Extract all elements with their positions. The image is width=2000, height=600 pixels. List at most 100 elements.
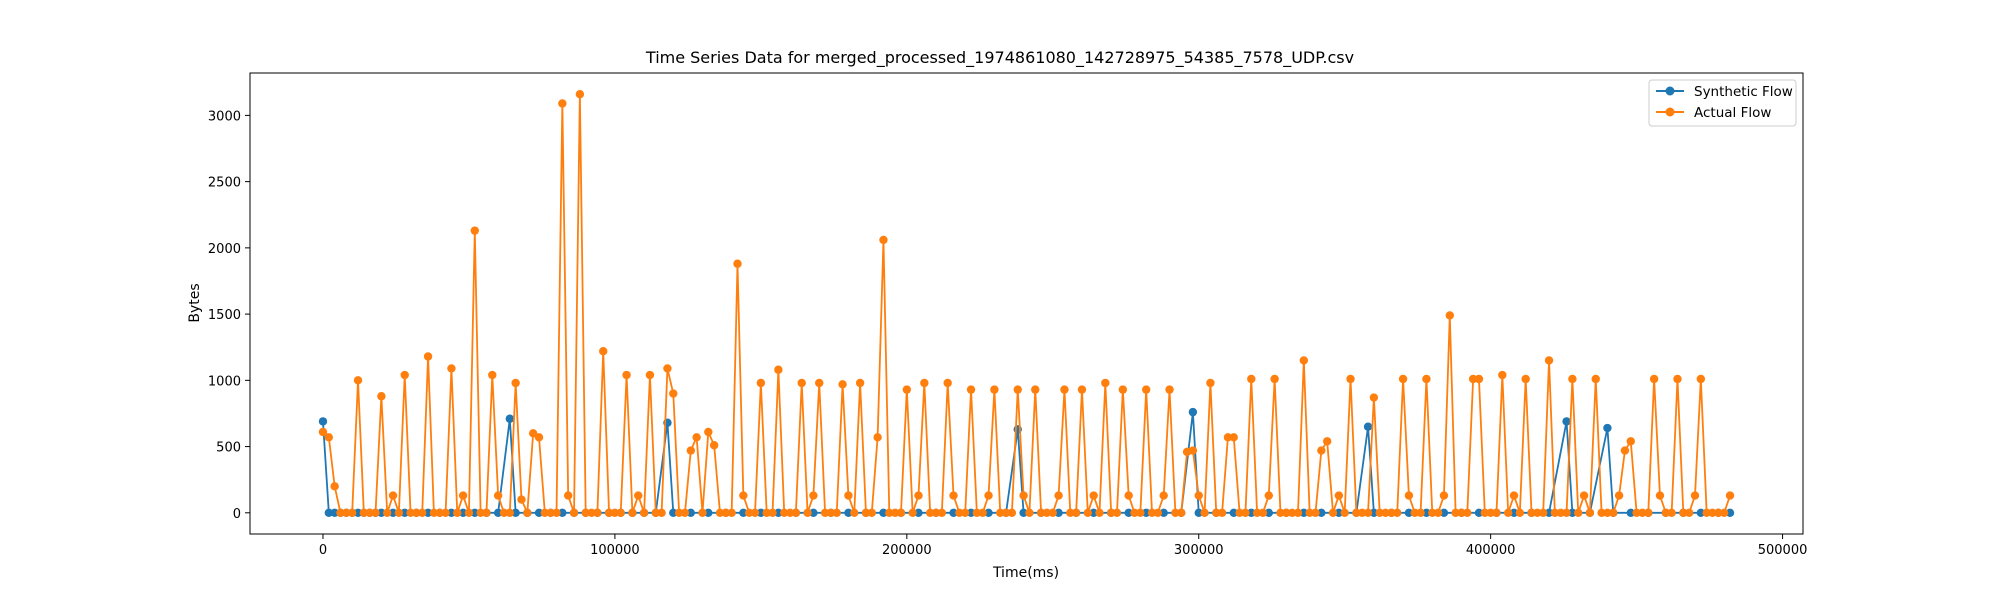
data-point-synthetic-flow [809,508,818,517]
data-point-actual-flow [371,508,380,517]
data-point-actual-flow [873,433,882,442]
x-tick-label: 0 [319,543,327,558]
data-point-actual-flow [1626,437,1635,446]
data-point-actual-flow [750,508,760,517]
data-point-actual-flow [1439,491,1449,500]
data-point-actual-flow [791,508,801,517]
data-point-synthetic-flow [879,508,888,517]
data-point-actual-flow [1340,508,1349,517]
data-point-actual-flow [838,380,847,389]
data-point-actual-flow [470,226,479,235]
data-point-actual-flow [651,508,660,517]
data-point-synthetic-flow [1264,508,1273,517]
data-point-actual-flow [780,508,789,517]
data-point-synthetic-flow [1509,508,1519,517]
y-tick-label: 1000 [208,374,241,389]
data-point-actual-flow [1416,508,1425,517]
data-point-actual-flow [990,385,999,394]
data-point-actual-flow [1077,385,1087,394]
data-point-actual-flow [1031,385,1040,394]
data-point-synthetic-flow [505,414,515,423]
data-point-actual-flow [1410,508,1419,517]
legend-box [1648,79,1797,127]
data-point-actual-flow [604,508,614,517]
data-point-actual-flow [429,508,439,517]
data-point-actual-flow [406,508,415,517]
data-point-actual-flow [1480,508,1490,517]
data-point-actual-flow [1153,508,1163,517]
data-point-actual-flow [920,378,929,388]
data-point-synthetic-flow [1194,508,1203,517]
data-point-actual-flow [458,491,468,500]
data-point-synthetic-flow [1544,508,1554,517]
data-point-actual-flow [610,508,620,517]
data-point-actual-flow [1130,508,1139,517]
data-point-actual-flow [1287,508,1297,517]
data-point-synthetic-flow [914,508,923,517]
data-point-actual-flow [1638,508,1647,517]
data-point-synthetic-flow [511,508,520,517]
data-point-synthetic-flow [1562,417,1571,426]
plot-area [318,90,1735,517]
data-point-actual-flow [1066,508,1075,517]
data-point-synthetic-flow [1439,508,1449,517]
data-point-actual-flow [978,508,987,517]
data-point-actual-flow [1579,491,1589,500]
data-point-actual-flow [1136,508,1145,517]
data-point-actual-flow [1241,508,1250,517]
data-point-actual-flow [826,508,836,517]
data-point-actual-flow [330,482,339,491]
data-point-actual-flow [552,508,561,517]
data-point-actual-flow [1679,508,1688,517]
data-point-actual-flow [955,508,964,517]
data-point-synthetic-flow [1089,508,1098,517]
data-point-actual-flow [1188,446,1198,455]
data-point-actual-flow [1054,491,1063,500]
data-point-actual-flow [1358,508,1367,517]
data-point-synthetic-flow [558,508,567,517]
data-point-actual-flow [943,378,952,388]
data-point-actual-flow [850,508,859,517]
data-point-actual-flow [1252,508,1262,517]
series-line-actual-flow [322,93,1731,514]
data-point-actual-flow [616,508,625,517]
data-point-actual-flow [698,508,707,517]
data-point-actual-flow [1381,508,1390,517]
data-point-actual-flow [1276,508,1285,517]
data-point-actual-flow [966,385,976,394]
data-point-actual-flow [1644,508,1653,517]
data-point-actual-flow [931,508,941,517]
data-point-actual-flow [1311,508,1320,517]
data-point-synthetic-flow [984,508,993,517]
legend-synthetic-marker [1665,86,1675,96]
data-point-actual-flow [423,352,433,361]
data-point-actual-flow [1474,374,1484,384]
data-point-actual-flow [359,508,369,517]
data-point-actual-flow [1042,508,1052,517]
data-point-actual-flow [1112,508,1122,517]
data-point-actual-flow [721,508,731,517]
data-point-actual-flow [353,376,363,385]
data-point-actual-flow [908,508,917,517]
data-point-actual-flow [1089,491,1098,500]
data-point-actual-flow [902,385,912,394]
data-point-synthetic-flow [1019,508,1028,517]
data-point-actual-flow [523,508,532,517]
data-point-actual-flow [733,259,742,268]
data-point-synthetic-flow [400,508,409,517]
data-point-synthetic-flow [1404,508,1414,517]
legend: Synthetic Flow Actual Flow [1648,79,1797,127]
data-point-actual-flow [1352,508,1361,517]
data-point-actual-flow [1398,374,1408,384]
data-point-actual-flow [820,508,830,517]
data-point-actual-flow [488,370,497,380]
data-point-actual-flow [937,508,947,517]
data-point-actual-flow [686,446,695,455]
data-point-actual-flow [1498,370,1507,380]
data-point-actual-flow [844,491,853,500]
data-point-actual-flow [925,508,935,517]
x-tick-label: 300000 [1174,543,1224,558]
data-point-actual-flow [1060,385,1069,394]
data-point-actual-flow [412,508,421,517]
data-point-actual-flow [1591,374,1600,384]
